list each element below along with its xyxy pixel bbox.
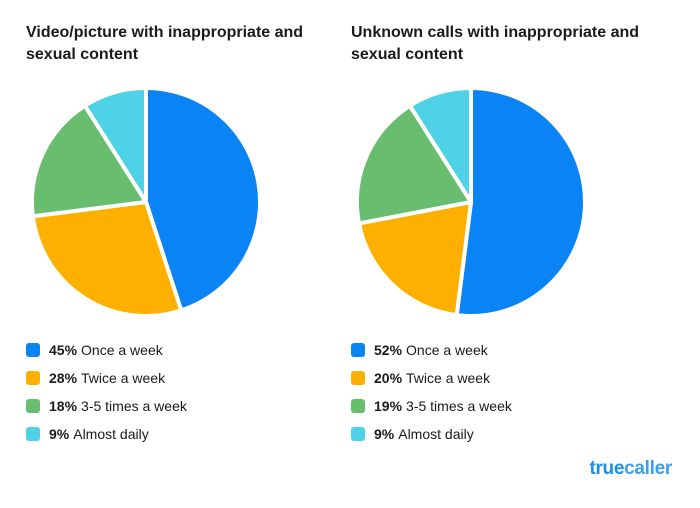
legend-label: 3-5 times a week — [81, 398, 187, 414]
legend-value: 45% — [49, 342, 78, 358]
legend-label: Almost daily — [398, 426, 474, 442]
legend-value: 52% — [374, 342, 403, 358]
pie-slice-almost-daily — [407, 86, 473, 204]
logo-suffix: caller — [624, 458, 672, 479]
legend-swatch — [351, 399, 365, 413]
legend-value: 9% — [49, 426, 70, 442]
pie-slice-almost-daily — [82, 86, 148, 204]
chart-title: Video/picture with inappropriate and sex… — [26, 24, 304, 63]
legend-swatch — [26, 427, 40, 441]
truecaller-logo: truecaller — [589, 458, 672, 480]
pie-slice-once-a-week — [144, 86, 262, 313]
pie-slice-twice-a-week — [30, 200, 184, 318]
legend-swatch — [351, 427, 365, 441]
chart-panel-video: Video/picture with inappropriate and sex… — [26, 22, 346, 462]
legend-swatch — [26, 343, 40, 357]
legend-label: Once a week — [81, 342, 163, 358]
pie-slice-3-5-times-a-week — [30, 103, 148, 219]
legend: 45% Once a week 28% Twice a week 18% 3-5… — [26, 336, 187, 448]
legend-item: 20% Twice a week — [351, 364, 512, 392]
legend-label: Twice a week — [406, 370, 491, 386]
legend-value: 18% — [49, 398, 78, 414]
chart-title: Unknown calls with inappropriate and sex… — [351, 24, 640, 63]
pie-chart — [30, 86, 262, 318]
legend: 52% Once a week 20% Twice a week 19% 3-5… — [351, 336, 512, 448]
legend-swatch — [26, 399, 40, 413]
legend-swatch — [351, 343, 365, 357]
chart-panel-calls: Unknown calls with inappropriate and sex… — [351, 22, 671, 462]
legend-swatch — [26, 371, 40, 385]
pie-slice-3-5-times-a-week — [355, 103, 473, 226]
legend-value: 19% — [374, 398, 403, 414]
legend-swatch — [351, 371, 365, 385]
legend-item: 19% 3-5 times a week — [351, 392, 512, 420]
pie-slice-once-a-week — [454, 86, 587, 318]
legend-value: 28% — [49, 370, 78, 386]
legend-item: 28% Twice a week — [26, 364, 187, 392]
logo-prefix: true — [589, 458, 625, 479]
legend-item: 18% 3-5 times a week — [26, 392, 187, 420]
legend-label: Twice a week — [81, 370, 166, 386]
legend-value: 9% — [374, 426, 395, 442]
legend-item: 9% Almost daily — [351, 420, 512, 448]
legend-item: 52% Once a week — [351, 336, 512, 364]
legend-item: 45% Once a week — [26, 336, 187, 364]
pie-chart — [355, 86, 587, 318]
legend-label: 3-5 times a week — [406, 398, 512, 414]
legend-value: 20% — [374, 370, 403, 386]
legend-label: Almost daily — [73, 426, 149, 442]
legend-label: Once a week — [406, 342, 488, 358]
legend-item: 9% Almost daily — [26, 420, 187, 448]
pie-slice-twice-a-week — [357, 200, 473, 318]
